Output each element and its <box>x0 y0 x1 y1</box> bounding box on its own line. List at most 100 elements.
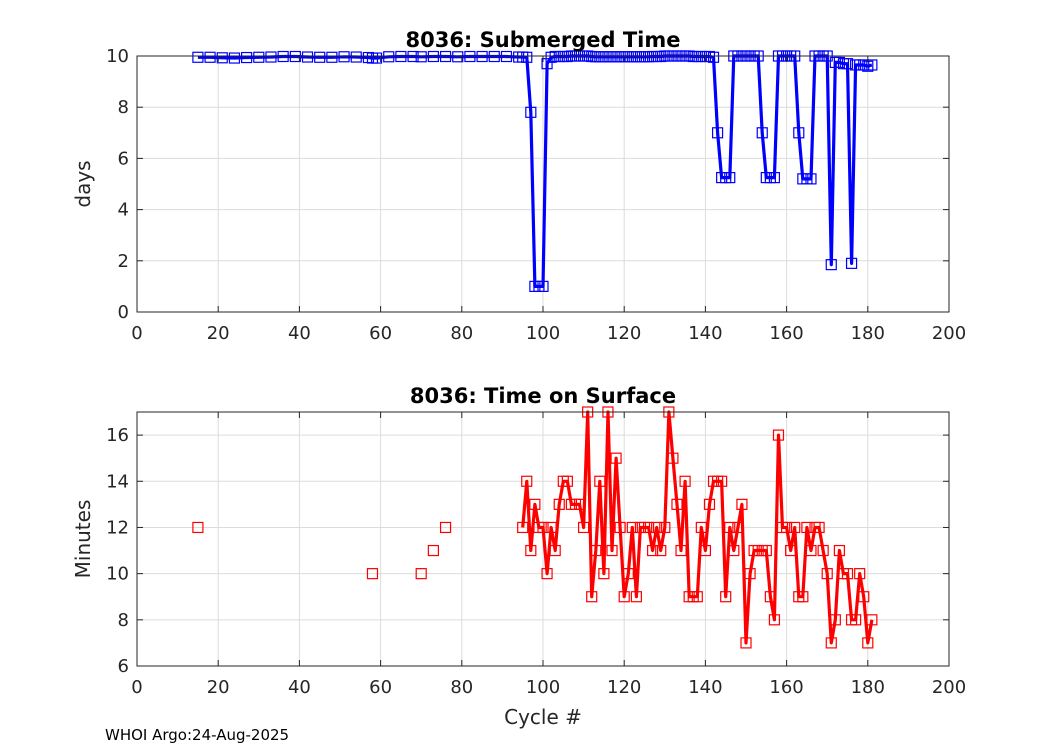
x-tick-label: 160 <box>769 323 803 344</box>
submerged-time-panel: 0 20 40 60 80 100 120 140 160 180 200 0 2 4 6 8 10 8036:… <box>71 28 966 344</box>
data-point <box>241 51 253 64</box>
data-point <box>764 591 776 603</box>
x-tick-label: 20 <box>207 677 230 698</box>
x-tick-label: 140 <box>688 677 722 698</box>
data-point <box>655 544 667 557</box>
data-point <box>586 591 598 603</box>
data-point <box>647 544 659 557</box>
y-axis-label: Minutes <box>71 500 95 579</box>
data-point <box>598 568 610 580</box>
data-point <box>866 614 878 626</box>
data-point <box>192 51 204 63</box>
x-tick-label: 140 <box>688 323 722 344</box>
data-point <box>817 544 829 557</box>
data-point <box>204 51 216 63</box>
data-point <box>439 50 452 63</box>
data-point <box>537 521 549 534</box>
data-point <box>679 475 691 487</box>
y-tick-label: 8 <box>118 97 129 118</box>
y-tick-label: 14 <box>106 471 129 492</box>
data-point <box>606 544 618 557</box>
data-point <box>573 498 586 510</box>
data-point <box>541 568 553 580</box>
data-point <box>427 544 439 557</box>
data-point <box>383 51 395 63</box>
data-point <box>813 521 825 534</box>
data-point <box>866 59 878 71</box>
data-point <box>768 172 781 184</box>
data-point <box>862 637 874 649</box>
data-point <box>785 544 797 557</box>
data-point <box>618 591 630 603</box>
x-tick-label: 60 <box>369 323 392 344</box>
data-point <box>521 51 533 63</box>
data-point <box>695 521 707 534</box>
y-tick-label: 4 <box>118 200 129 221</box>
data-point <box>858 59 870 71</box>
data-point <box>350 51 362 63</box>
data-point <box>805 173 817 185</box>
data-point <box>667 452 679 464</box>
data-point <box>314 51 326 63</box>
data-point <box>744 568 756 580</box>
data-point <box>525 106 537 118</box>
data-point <box>525 544 537 557</box>
data-point <box>829 614 841 626</box>
data-point <box>854 568 866 580</box>
data-point <box>850 614 862 626</box>
data-point <box>780 521 793 534</box>
y-tick-label: 2 <box>118 251 129 272</box>
data-point <box>366 568 379 580</box>
data-point <box>553 498 565 510</box>
data-point <box>370 52 383 64</box>
data-point <box>476 50 488 63</box>
data-point <box>711 127 724 139</box>
data-point <box>703 498 716 510</box>
data-point <box>610 452 622 464</box>
data-point <box>488 50 500 63</box>
y-tick-label: 6 <box>118 656 129 677</box>
data-point <box>724 521 736 534</box>
data-point <box>740 637 752 649</box>
y-tick-label: 6 <box>118 148 129 169</box>
data-point <box>675 544 687 557</box>
x-tick-label: 80 <box>450 323 473 344</box>
data-point <box>756 127 768 139</box>
data-point <box>590 544 602 557</box>
data-point <box>760 544 772 557</box>
data-point <box>415 568 427 580</box>
data-point <box>594 475 606 487</box>
x-tick-label: 100 <box>526 677 560 698</box>
x-tick-label: 20 <box>207 323 230 344</box>
data-point <box>724 172 736 184</box>
data-point <box>630 591 642 603</box>
y-tick-label: 10 <box>106 564 129 585</box>
y-tick-label: 0 <box>118 302 129 323</box>
data-point <box>707 51 720 63</box>
data-point <box>691 591 703 603</box>
x-axis-label: Cycle # <box>504 705 582 729</box>
data-point <box>801 521 813 534</box>
data-point <box>577 521 590 534</box>
data-point <box>464 50 476 63</box>
x-tick-label: 80 <box>450 677 473 698</box>
y-tick-label: 12 <box>106 517 129 538</box>
data-point <box>772 429 785 441</box>
data-point <box>216 52 228 64</box>
data-point <box>626 521 638 534</box>
surface-time-panel: 0 20 40 60 80 100 120 140 160 180 200 6 8 10 12 14 16 80… <box>71 384 966 729</box>
data-point <box>537 280 549 292</box>
data-point <box>253 51 265 63</box>
x-tick-label: 0 <box>131 323 142 344</box>
data-point <box>622 568 634 580</box>
data-point <box>277 50 289 63</box>
x-tick-label: 100 <box>526 323 560 344</box>
data-point <box>228 52 241 64</box>
x-tick-label: 40 <box>288 677 311 698</box>
data-point <box>326 51 338 63</box>
data-point <box>265 51 277 63</box>
data-point <box>521 475 533 487</box>
y-axis-label: days <box>71 160 95 207</box>
data-point <box>395 50 407 63</box>
